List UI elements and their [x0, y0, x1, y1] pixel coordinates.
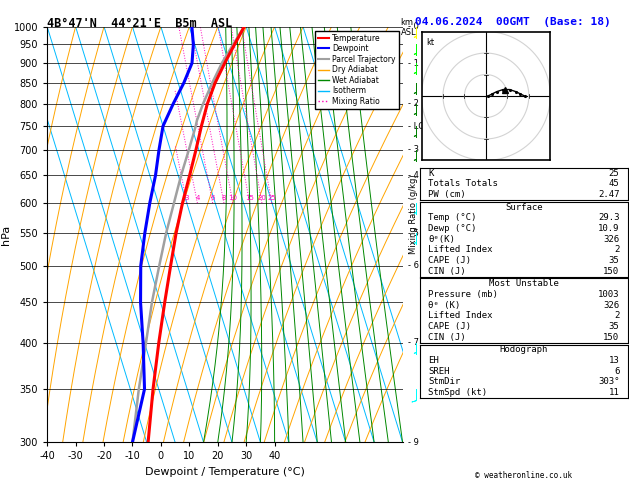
- Text: - 6: - 6: [408, 261, 419, 270]
- Text: - 5: - 5: [408, 228, 419, 238]
- Text: CIN (J): CIN (J): [428, 333, 466, 342]
- Text: - 3: - 3: [408, 145, 419, 155]
- Text: 10.9: 10.9: [598, 224, 620, 233]
- Text: 1003: 1003: [598, 290, 620, 299]
- Text: Lifted Index: Lifted Index: [428, 312, 493, 320]
- Text: 8: 8: [221, 195, 226, 201]
- Text: PW (cm): PW (cm): [428, 190, 466, 199]
- Text: Lifted Index: Lifted Index: [428, 245, 493, 254]
- Text: km
ASL: km ASL: [401, 18, 416, 37]
- Text: - 0: - 0: [408, 22, 419, 31]
- Text: CAPE (J): CAPE (J): [428, 322, 472, 331]
- Text: 326: 326: [603, 301, 620, 310]
- Text: 35: 35: [609, 322, 620, 331]
- Text: 4B°47'N  44°21'E  B5m  ASL: 4B°47'N 44°21'E B5m ASL: [47, 17, 233, 30]
- Text: Hodograph: Hodograph: [500, 346, 548, 354]
- Text: 10: 10: [228, 195, 237, 201]
- Text: 150: 150: [603, 267, 620, 276]
- Text: CAPE (J): CAPE (J): [428, 256, 472, 265]
- Text: kt: kt: [426, 38, 434, 47]
- Text: 2: 2: [614, 245, 620, 254]
- Text: 150: 150: [603, 333, 620, 342]
- Text: 45: 45: [609, 179, 620, 188]
- Text: Dewp (°C): Dewp (°C): [428, 224, 477, 233]
- Text: 2: 2: [614, 312, 620, 320]
- Text: 15: 15: [245, 195, 254, 201]
- Text: EH: EH: [428, 356, 439, 365]
- Text: - LCL: - LCL: [408, 122, 429, 131]
- Text: Temp (°C): Temp (°C): [428, 213, 477, 222]
- Text: Totals Totals: Totals Totals: [428, 179, 498, 188]
- Text: 25: 25: [267, 195, 276, 201]
- Text: 4: 4: [195, 195, 199, 201]
- Text: - 7: - 7: [408, 338, 419, 347]
- Text: - 2: - 2: [408, 99, 419, 108]
- Text: θᵉ(K): θᵉ(K): [428, 235, 455, 243]
- Text: 326: 326: [603, 235, 620, 243]
- Text: 20: 20: [257, 195, 266, 201]
- Text: Pressure (mb): Pressure (mb): [428, 290, 498, 299]
- Text: Mixing Ratio (g/kg): Mixing Ratio (g/kg): [409, 174, 418, 254]
- Text: 04.06.2024  00GMT  (Base: 18): 04.06.2024 00GMT (Base: 18): [415, 17, 611, 27]
- Text: 6: 6: [211, 195, 215, 201]
- Text: 25: 25: [609, 169, 620, 177]
- Y-axis label: hPa: hPa: [1, 225, 11, 244]
- Text: 303°: 303°: [598, 378, 620, 386]
- Text: Most Unstable: Most Unstable: [489, 279, 559, 288]
- Text: - 9: - 9: [408, 438, 419, 447]
- Text: SREH: SREH: [428, 367, 450, 376]
- Text: θᵉ (K): θᵉ (K): [428, 301, 460, 310]
- Text: 13: 13: [609, 356, 620, 365]
- Text: 2.47: 2.47: [598, 190, 620, 199]
- Text: 6: 6: [614, 367, 620, 376]
- Text: 35: 35: [609, 256, 620, 265]
- Text: StmDir: StmDir: [428, 378, 460, 386]
- Text: StmSpd (kt): StmSpd (kt): [428, 388, 487, 397]
- Text: K: K: [428, 169, 434, 177]
- Text: 29.3: 29.3: [598, 213, 620, 222]
- Text: 3: 3: [185, 195, 189, 201]
- Text: 11: 11: [609, 388, 620, 397]
- Text: Surface: Surface: [505, 203, 543, 211]
- Legend: Temperature, Dewpoint, Parcel Trajectory, Dry Adiabat, Wet Adiabat, Isotherm, Mi: Temperature, Dewpoint, Parcel Trajectory…: [314, 31, 399, 109]
- Text: CIN (J): CIN (J): [428, 267, 466, 276]
- Text: - 1: - 1: [408, 59, 419, 68]
- Text: - 4: - 4: [408, 171, 419, 180]
- X-axis label: Dewpoint / Temperature (°C): Dewpoint / Temperature (°C): [145, 467, 305, 477]
- Text: © weatheronline.co.uk: © weatheronline.co.uk: [476, 471, 572, 480]
